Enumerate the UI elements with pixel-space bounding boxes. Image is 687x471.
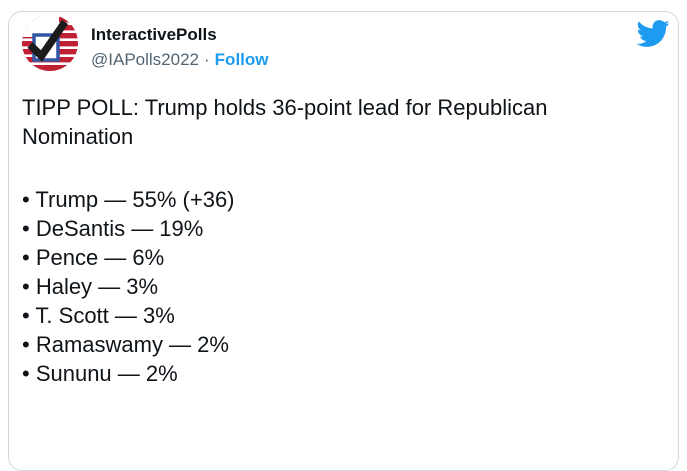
display-name[interactable]: InteractivePolls <box>91 25 217 44</box>
follow-link[interactable]: Follow <box>214 50 269 69</box>
poll-line-pence: • Pence — 6% <box>22 245 165 270</box>
twitter-bird-icon[interactable] <box>635 19 670 48</box>
avatar[interactable] <box>22 15 78 71</box>
poll-results-list: • Trump — 55% (+36) • DeSantis — 19% • P… <box>22 185 650 388</box>
ballot-checkmark-flag-icon <box>22 15 78 71</box>
poll-line-desantis: • DeSantis — 19% <box>22 216 204 241</box>
handle-row: @IAPolls2022 · Follow <box>91 49 269 71</box>
poll-line-tscott: • T. Scott — 3% <box>22 303 175 328</box>
tweet-headline: TIPP POLL: Trump holds 36-point lead for… <box>22 95 548 149</box>
dot-separator: · <box>204 50 210 69</box>
poll-line-sununu: • Sununu — 2% <box>22 361 178 386</box>
poll-line-haley: • Haley — 3% <box>22 274 159 299</box>
poll-line-ramaswamy: • Ramaswamy — 2% <box>22 332 229 357</box>
handle[interactable]: @IAPolls2022 <box>91 50 199 69</box>
tweet-card: InteractivePolls @IAPolls2022 · Follow TIP… <box>8 11 679 471</box>
poll-line-trump: • Trump — 55% (+36) <box>22 187 235 212</box>
